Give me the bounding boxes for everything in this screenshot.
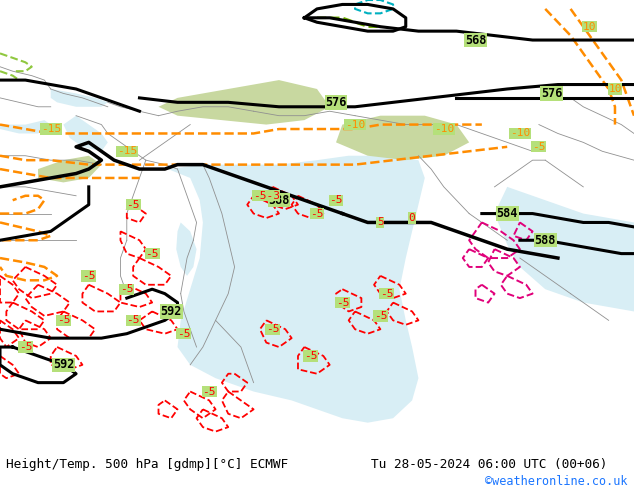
Text: 568: 568 <box>465 33 486 47</box>
Text: 576: 576 <box>325 96 347 109</box>
Text: 588: 588 <box>268 194 290 207</box>
Text: 592: 592 <box>53 358 74 371</box>
Text: -5: -5 <box>380 289 394 298</box>
Text: 588: 588 <box>534 234 556 247</box>
Text: -15: -15 <box>41 124 61 134</box>
Polygon shape <box>0 120 51 133</box>
Text: 5: 5 <box>377 218 384 227</box>
Text: -5: -5 <box>310 209 324 219</box>
Text: -5: -5 <box>126 316 140 325</box>
Text: -5: -5 <box>177 329 191 339</box>
Text: 576: 576 <box>541 87 562 100</box>
Text: -15: -15 <box>117 147 137 156</box>
Text: 0: 0 <box>409 213 415 223</box>
Text: -5: -5 <box>335 297 349 308</box>
Text: -5: -5 <box>266 324 280 334</box>
Text: -5: -5 <box>126 199 140 210</box>
Text: -5: -5 <box>82 271 96 281</box>
Text: Height/Temp. 500 hPa [gdmp][°C] ECMWF: Height/Temp. 500 hPa [gdmp][°C] ECMWF <box>6 459 288 471</box>
Text: 10: 10 <box>583 22 597 32</box>
Text: -5: -5 <box>304 351 318 361</box>
Text: ©weatheronline.co.uk: ©weatheronline.co.uk <box>485 475 628 488</box>
Text: 592: 592 <box>160 305 182 318</box>
Text: Tu 28-05-2024 06:00 UTC (00+06): Tu 28-05-2024 06:00 UTC (00+06) <box>371 459 607 471</box>
Text: -5: -5 <box>18 342 32 352</box>
Text: -5: -5 <box>56 316 70 325</box>
Text: -5: -5 <box>145 248 159 259</box>
Polygon shape <box>158 80 330 124</box>
Polygon shape <box>336 116 469 160</box>
Text: -10: -10 <box>510 128 530 139</box>
Text: -5: -5 <box>532 142 546 152</box>
Polygon shape <box>63 116 108 151</box>
Text: -5: -5 <box>120 284 134 294</box>
Text: -5: -5 <box>373 311 387 321</box>
Text: -5: -5 <box>329 195 343 205</box>
Polygon shape <box>495 187 634 312</box>
Text: -10: -10 <box>434 124 454 134</box>
Text: -5: -5 <box>202 387 216 396</box>
Text: -5-3: -5-3 <box>253 191 280 201</box>
Text: -10: -10 <box>345 120 365 129</box>
Text: 584: 584 <box>496 207 518 220</box>
Text: 10: 10 <box>608 84 622 94</box>
Polygon shape <box>168 156 425 423</box>
Polygon shape <box>51 89 108 107</box>
Polygon shape <box>38 156 101 182</box>
Polygon shape <box>176 222 197 276</box>
